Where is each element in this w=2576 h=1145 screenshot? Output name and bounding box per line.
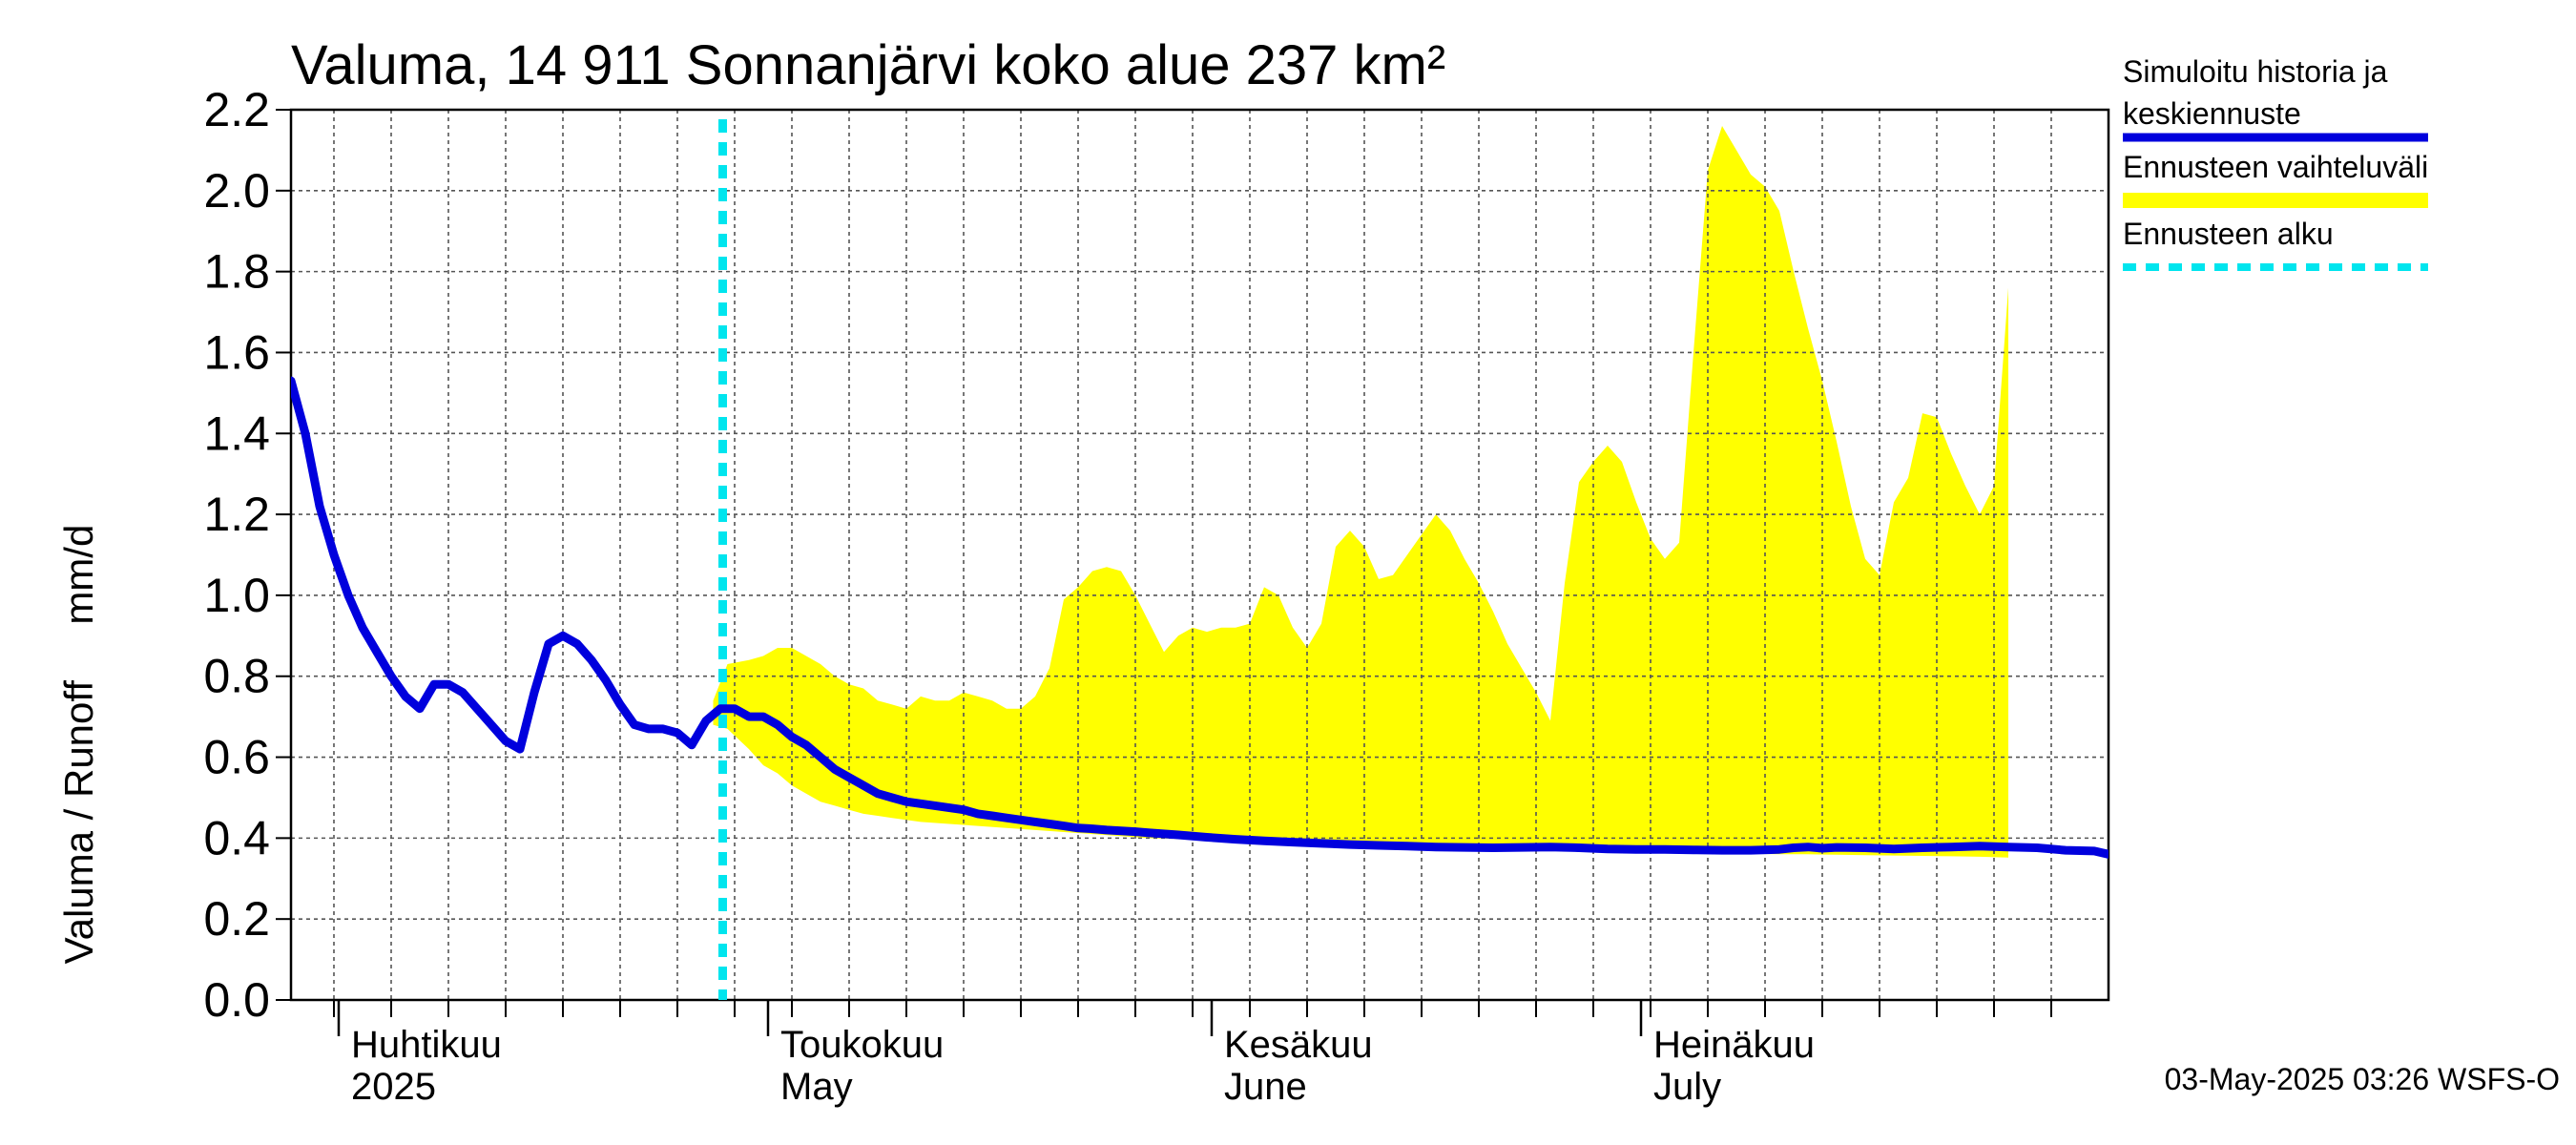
y-tick-label: 1.2 xyxy=(203,488,270,541)
y-tick-label: 1.0 xyxy=(203,569,270,622)
y-tick-label: 1.6 xyxy=(203,325,270,379)
y-tick-label: 0.0 xyxy=(203,973,270,1027)
month-label: Heinäkuu xyxy=(1653,1024,1815,1066)
legend-label-line2: keskiennuste xyxy=(2123,96,2301,131)
legend-label: Ennusteen alku xyxy=(2123,217,2334,251)
y-tick-label: 1.4 xyxy=(203,406,270,460)
month-label-secondary: 2025 xyxy=(351,1066,436,1108)
timestamp-footer: 03-May-2025 03:26 WSFS-O xyxy=(2165,1062,2560,1096)
month-label-secondary: June xyxy=(1224,1066,1307,1108)
chart-title: Valuma, 14 911 Sonnanjärvi koko alue 237… xyxy=(291,34,1445,96)
legend: Simuloitu historia ja keskiennuste Ennuste… xyxy=(2123,54,2428,271)
y-tick-label: 0.4 xyxy=(203,811,270,864)
month-label-secondary: July xyxy=(1653,1066,1721,1108)
y-tick-label: 1.8 xyxy=(203,245,270,299)
legend-label: Simuloitu historia ja xyxy=(2123,54,2388,89)
month-label: Huhtikuu xyxy=(351,1024,502,1066)
y-tick-label: 2.0 xyxy=(203,164,270,218)
y-tick-label: 0.6 xyxy=(203,731,270,784)
y-tick-label: 0.2 xyxy=(203,892,270,946)
legend-label: Ennusteen vaihteluväli xyxy=(2123,150,2428,184)
runoff-series-line xyxy=(291,376,2109,859)
y-tick-label: 0.8 xyxy=(203,650,270,703)
month-label: Toukokuu xyxy=(780,1024,944,1066)
plot-frame xyxy=(289,108,2110,1002)
month-label-secondary: May xyxy=(780,1066,853,1108)
month-label: Kesäkuu xyxy=(1224,1024,1373,1066)
forecast-range-band xyxy=(713,126,2008,858)
y-tick-label: 2.2 xyxy=(203,83,270,136)
y-axis-label: Valuma / Runoff mm/d xyxy=(56,525,101,965)
